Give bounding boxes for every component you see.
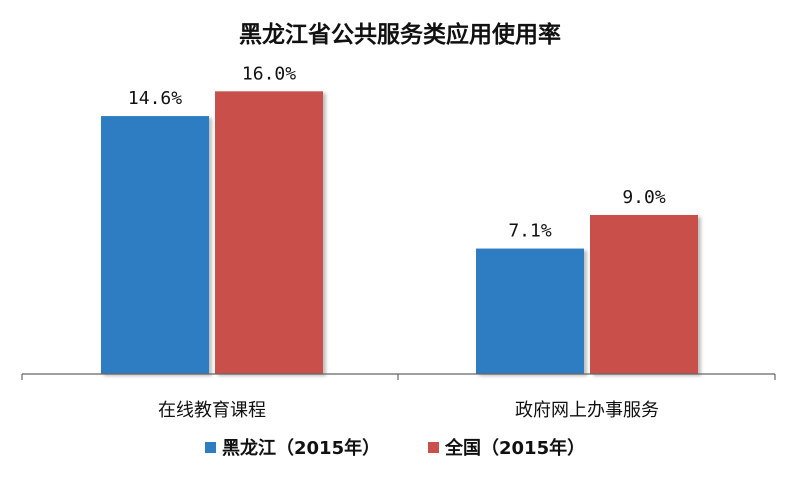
chart-title: 黑龙江省公共服务类应用使用率	[239, 21, 561, 48]
category-label: 在线教育课程	[158, 400, 266, 421]
legend-label: 全国（2015年）	[444, 437, 585, 459]
data-label: 16.0%	[242, 63, 296, 84]
bar-1-0	[476, 248, 584, 374]
bar-0-1	[215, 91, 323, 374]
legend: 黑龙江（2015年） 全国（2015年）	[205, 437, 585, 459]
bar-0-0	[101, 116, 209, 375]
category-labels: 在线教育课程 政府网上办事服务	[158, 400, 659, 421]
legend-label: 黑龙江（2015年）	[222, 437, 380, 459]
bars-layer: 14.6% 16.0% 7.1% 9.0%	[101, 63, 698, 375]
legend-swatch	[428, 442, 439, 453]
legend-swatch	[205, 442, 216, 453]
category-label: 政府网上办事服务	[515, 400, 659, 421]
data-label: 9.0%	[622, 187, 666, 208]
data-label: 7.1%	[508, 221, 552, 242]
bar-1-1	[590, 215, 698, 374]
data-label: 14.6%	[128, 88, 182, 109]
